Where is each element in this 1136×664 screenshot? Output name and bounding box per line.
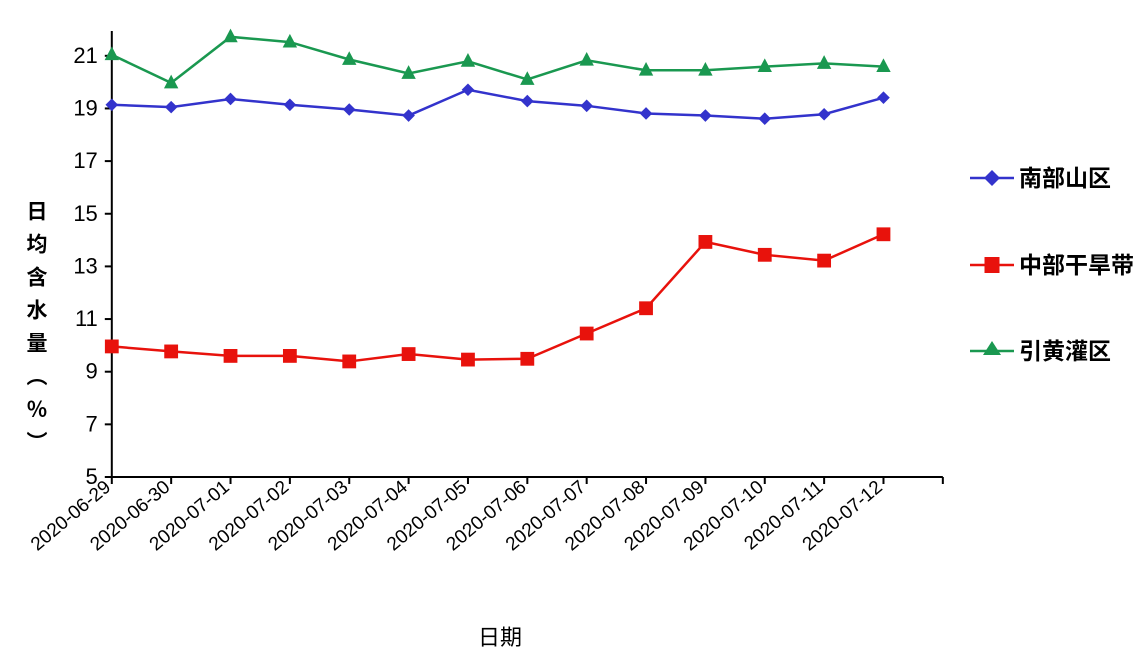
svg-text:日期: 日期 xyxy=(478,620,522,652)
svg-text:19: 19 xyxy=(73,95,97,120)
svg-text:引黄灌区: 引黄灌区 xyxy=(1019,332,1111,366)
svg-text:南部山区: 南部山区 xyxy=(1019,159,1111,193)
svg-text:中部干旱带: 中部干旱带 xyxy=(1019,246,1134,280)
svg-text:9: 9 xyxy=(86,359,98,384)
svg-text:13: 13 xyxy=(73,253,97,278)
svg-text:7: 7 xyxy=(86,411,98,436)
svg-text:17: 17 xyxy=(73,148,97,173)
svg-text:21: 21 xyxy=(73,43,97,68)
svg-text:11: 11 xyxy=(75,306,98,331)
svg-text:15: 15 xyxy=(73,201,97,226)
